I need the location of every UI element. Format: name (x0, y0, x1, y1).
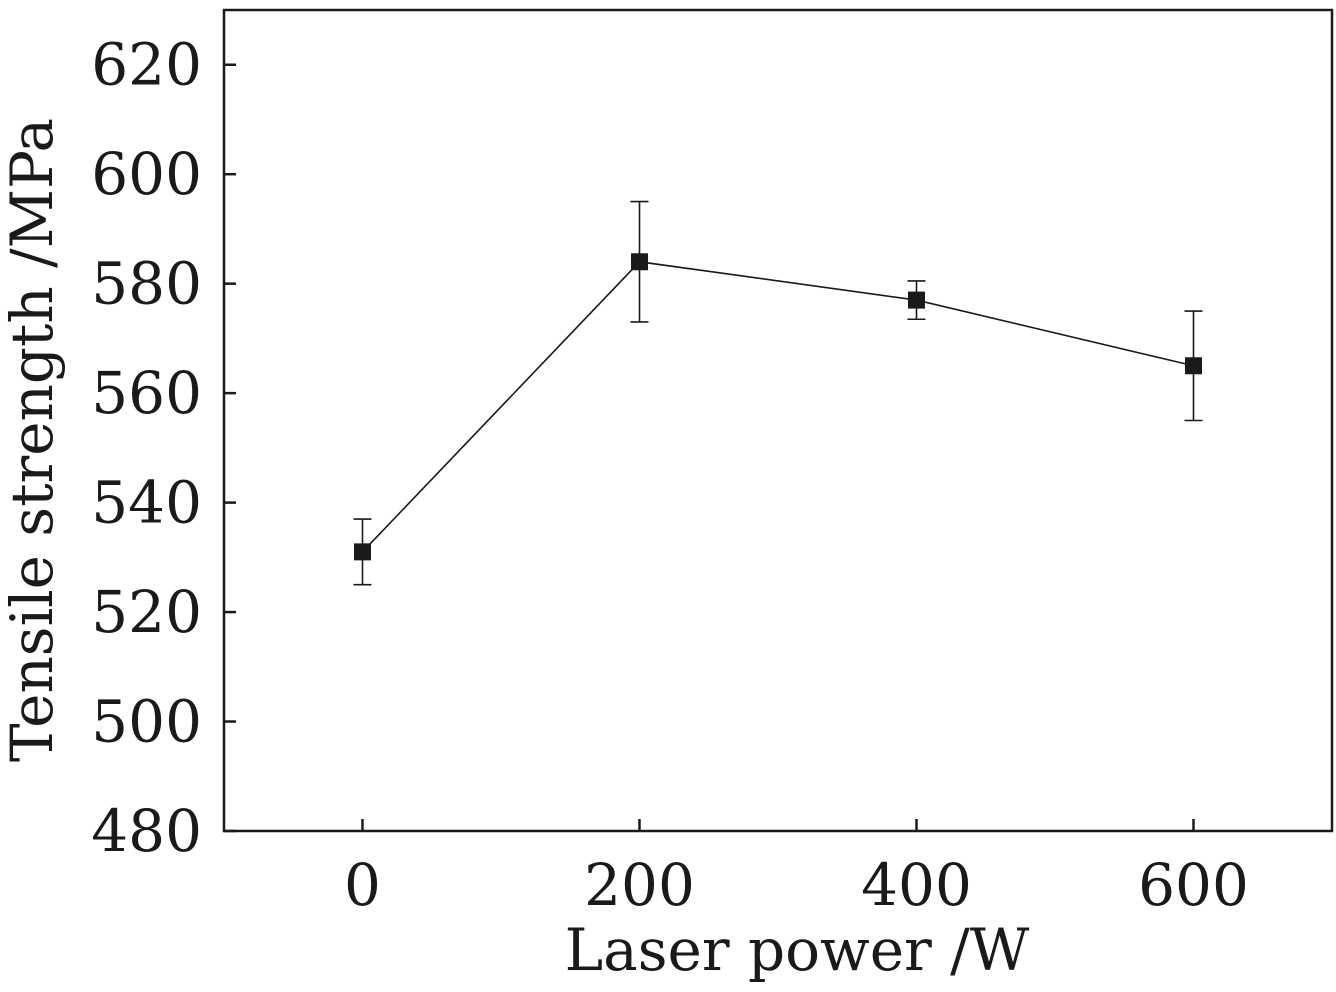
x-tick-label: 400 (861, 851, 972, 919)
y-tick-label: 600 (91, 140, 202, 208)
y-tick-label: 480 (91, 797, 202, 865)
y-tick-label: 620 (91, 31, 202, 99)
data-point (354, 543, 371, 561)
data-point (1185, 357, 1202, 375)
y-tick-label: 580 (91, 250, 202, 318)
y-axis: 480 500 520 540 560 580 600 620 (91, 31, 236, 865)
data-point (908, 291, 925, 309)
data-point (631, 253, 648, 271)
x-tick-label: 200 (584, 851, 695, 919)
y-tick-label: 560 (91, 359, 202, 427)
y-tick-label: 520 (91, 578, 202, 646)
x-tick-label: 0 (344, 851, 381, 919)
x-axis: 0 200 400 600 (344, 819, 1249, 919)
plot-frame (222, 8, 1334, 833)
series-line (361, 260, 1194, 553)
x-tick-label: 600 (1138, 851, 1249, 919)
x-axis-title: Laser power /W (565, 916, 1030, 984)
data-series (353, 200, 1203, 586)
y-tick-label: 500 (91, 688, 202, 756)
y-axis-title: Tensile strength /MPa (0, 118, 66, 762)
y-tick-label: 540 (91, 469, 202, 537)
